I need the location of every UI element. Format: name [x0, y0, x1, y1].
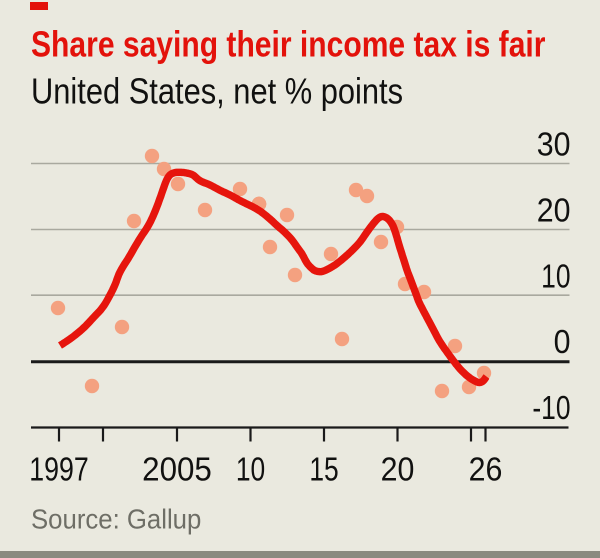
svg-text:20: 20: [381, 450, 415, 487]
svg-text:10: 10: [236, 452, 265, 488]
svg-text:10: 10: [541, 259, 570, 295]
svg-text:26: 26: [469, 450, 503, 487]
svg-text:-10: -10: [532, 390, 570, 426]
svg-text:20: 20: [537, 191, 571, 228]
svg-text:1997: 1997: [29, 452, 88, 488]
svg-text:United States, net % points: United States, net % points: [31, 72, 403, 112]
svg-text:0: 0: [554, 323, 571, 360]
svg-text:2005: 2005: [142, 451, 212, 488]
svg-text:15: 15: [309, 452, 338, 488]
svg-text:Share saying their income tax: Share saying their income tax is fair: [31, 25, 546, 65]
svg-text:30: 30: [537, 125, 571, 162]
svg-text:Source: Gallup: Source: Gallup: [31, 504, 201, 535]
